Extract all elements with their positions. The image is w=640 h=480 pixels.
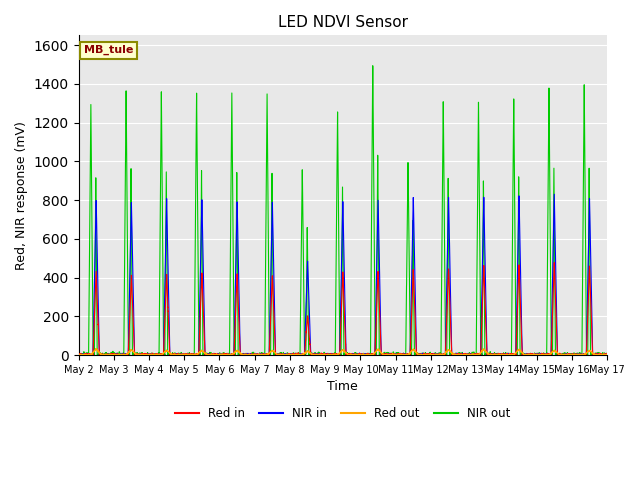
Legend: Red in, NIR in, Red out, NIR out: Red in, NIR in, Red out, NIR out	[170, 402, 515, 425]
X-axis label: Time: Time	[328, 380, 358, 393]
Y-axis label: Red, NIR response (mV): Red, NIR response (mV)	[15, 121, 28, 270]
Title: LED NDVI Sensor: LED NDVI Sensor	[278, 15, 408, 30]
Text: MB_tule: MB_tule	[84, 45, 133, 55]
